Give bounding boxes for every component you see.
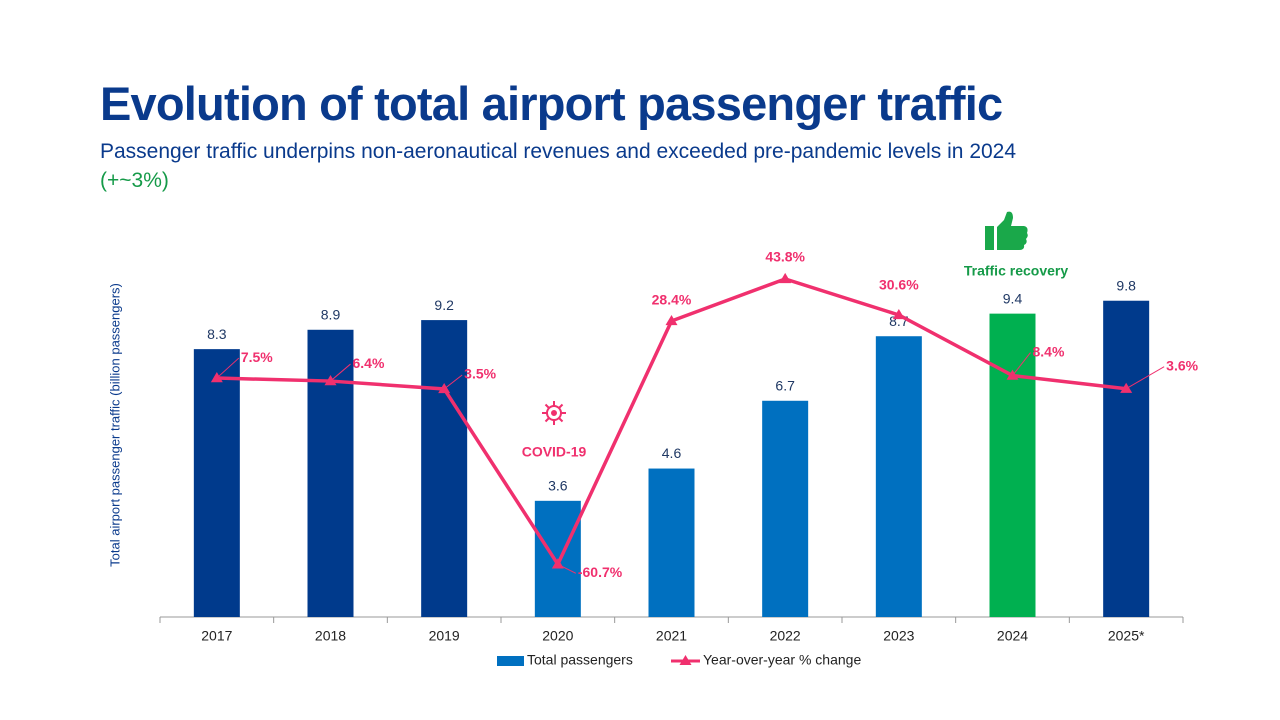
leader-line [1012,352,1031,376]
bar-value-label: 3.6 [548,478,568,494]
x-tick-label: 2018 [315,628,346,644]
x-tick-label: 2025* [1108,628,1145,644]
bar-value-label: 8.3 [207,326,227,342]
line-marker [779,272,792,284]
y-axis-label: Total airport passenger traffic (billion… [107,283,122,567]
line-value-label: 30.6% [879,277,919,293]
chart-subtitle: Passenger traffic underpins non-aeronaut… [100,137,1080,195]
line-value-label: 7.5% [241,349,273,365]
line-value-label: 3.6% [1166,357,1198,373]
x-tick-label: 2022 [770,628,801,644]
bar-value-label: 4.6 [662,445,682,461]
subtitle-highlight: (+~3%) [100,169,169,192]
bar [875,336,922,617]
x-tick-label: 2024 [997,628,1028,644]
line-value-label: 3.5% [464,366,496,382]
bar-value-label: 9.8 [1116,277,1136,293]
leader-line [443,374,463,390]
leader-line [216,357,240,379]
leader-line [330,363,351,382]
x-tick-label: 2017 [201,628,232,644]
line-marker [210,372,223,383]
chart-title: Evolution of total airport passenger tra… [100,77,1003,130]
legend-marker [679,655,692,665]
bar [421,320,468,617]
subtitle-text: Passenger traffic underpins non-aeronaut… [100,140,1017,163]
covid-icon [542,401,566,425]
legend-swatch [497,656,524,666]
line-marker [324,375,337,386]
legend-label: Year-over-year % change [703,652,861,668]
line-marker [1120,382,1133,393]
x-tick-label: 2021 [656,628,687,644]
bar [193,349,240,617]
legend-label: Total passengers [527,652,633,668]
line-marker [1006,369,1019,380]
leader-line [557,563,577,574]
line-value-label: 43.8% [765,249,805,265]
line-value-label: 6.4% [353,355,385,371]
annotation: Traffic recovery [964,263,1068,279]
line-value-label: 8.4% [1033,343,1065,359]
bar [989,313,1036,617]
annotation: COVID-19 [522,444,587,460]
bar [1103,300,1150,617]
x-tick-label: 2020 [542,628,573,644]
bar-value-label: 9.4 [1003,290,1023,306]
line-marker [892,308,905,320]
line-value-label: 28.4% [652,292,692,308]
x-tick-label: 2023 [883,628,914,644]
x-tick-label: 2019 [429,628,460,644]
thumbs-up-icon [985,211,1028,250]
line-value-label: -60.7% [578,564,623,580]
bar [762,400,809,617]
bar-value-label: 8.9 [321,306,341,322]
bar-value-label: 6.7 [775,377,795,393]
line-marker [665,314,678,326]
line-marker [438,382,451,394]
bar-value-label: 9.2 [434,297,454,313]
leader-line [1125,366,1165,390]
bar [648,468,695,617]
bar [307,329,354,617]
